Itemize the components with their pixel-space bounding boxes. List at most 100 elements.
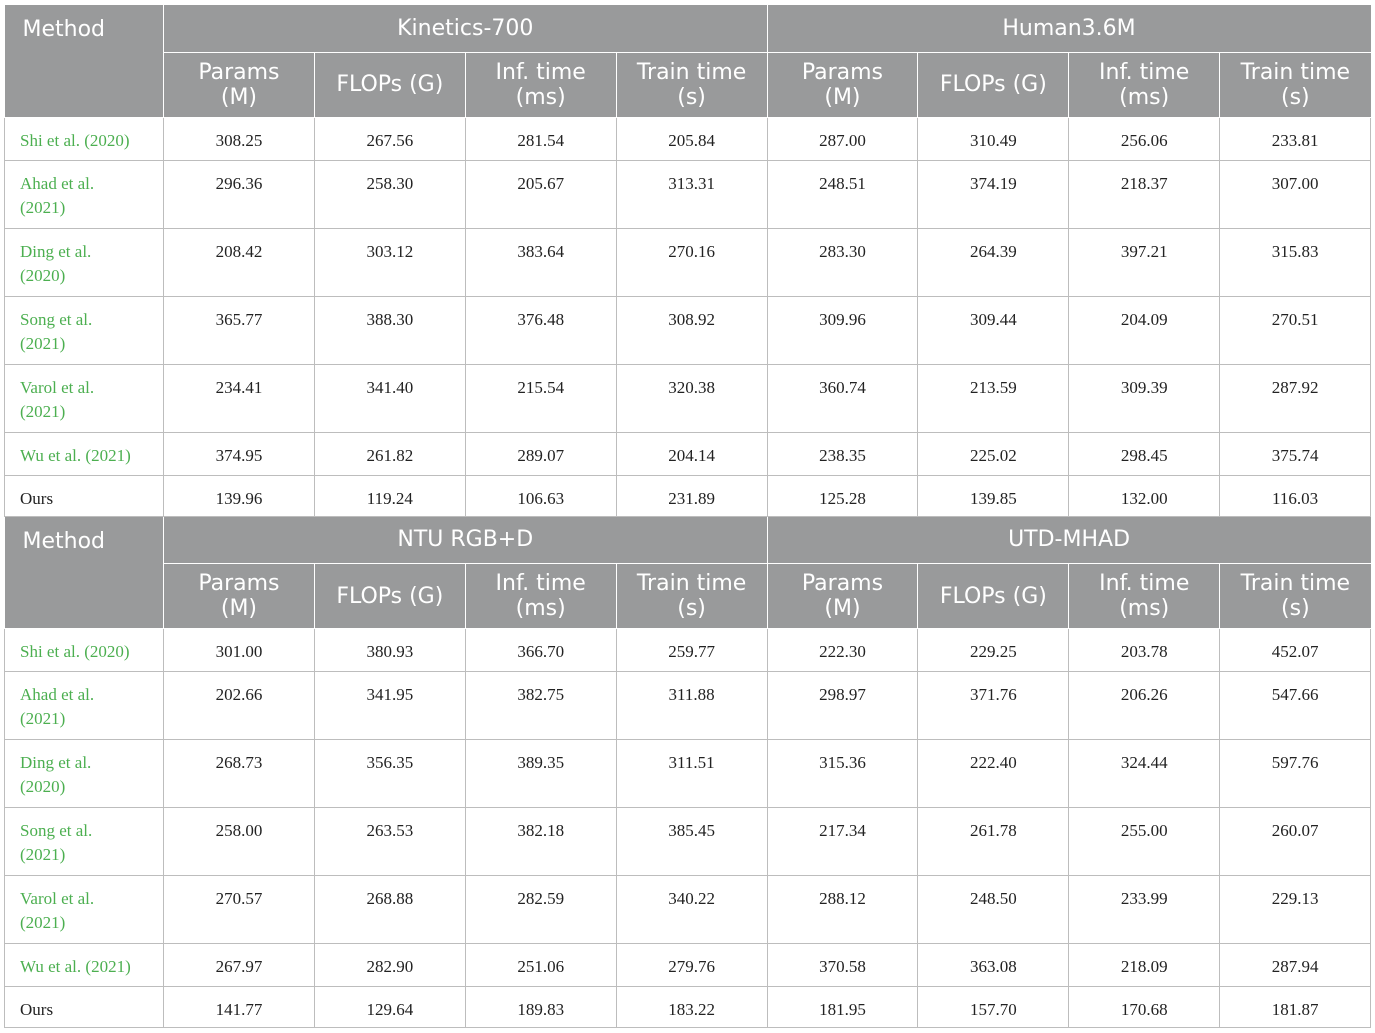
train-time-header: Train time (s) <box>616 52 768 118</box>
value-cell: 320.38 <box>615 363 768 433</box>
value-cell: 231.89 <box>615 474 768 517</box>
table-row: Ahad et al. (2021) 296.36 258.30 205.67 313.3… <box>4 159 1371 229</box>
value-cell: 309.44 <box>917 295 1070 365</box>
value-cell: 452.07 <box>1219 628 1372 672</box>
value-cell: 341.40 <box>313 363 466 433</box>
value-cell: 248.50 <box>917 875 1070 944</box>
value-cell: 324.44 <box>1068 739 1221 808</box>
value-cell: 258.30 <box>313 159 466 229</box>
table-row: Song et al. (2021) 258.00 263.53 382.18 385.4… <box>4 807 1372 876</box>
inf-time-header-line: Inf. time <box>1099 59 1190 85</box>
value-cell: 313.31 <box>615 159 768 229</box>
value-cell: 268.73 <box>163 739 315 808</box>
inf-time-header-line: Inf. time <box>495 571 586 596</box>
method-name-line: Wu et al. (2021) <box>20 445 131 465</box>
citation-link[interactable]: Ahad et al. (2021) <box>4 671 164 740</box>
citation-link[interactable]: Ding et al. (2020) <box>4 227 164 297</box>
train-time-header: Train time (s) <box>1219 52 1371 118</box>
params-header-line: (M) <box>824 84 861 110</box>
train-time-header-line: (s) <box>1281 596 1310 621</box>
citation-link[interactable]: Shi et al. (2020) <box>4 628 164 672</box>
value-cell: 233.99 <box>1068 875 1221 944</box>
citation-link[interactable]: Song et al. (2021) <box>4 295 164 365</box>
method-name: Ours <box>4 986 164 1028</box>
citation-link[interactable]: Varol et al. (2021) <box>4 875 164 944</box>
table-row: Shi et al. (2020) 301.00 380.93 366.70 259.7… <box>4 628 1372 672</box>
train-time-header-line: Train time <box>1240 59 1351 85</box>
value-cell: 205.67 <box>464 159 617 229</box>
inf-time-header: Inf. time (ms) <box>1068 52 1221 118</box>
value-cell: 298.45 <box>1068 431 1221 476</box>
citation-link[interactable]: Shi et al. (2020) <box>4 116 164 161</box>
value-cell: 363.08 <box>917 943 1070 987</box>
value-cell: 206.26 <box>1068 671 1221 740</box>
value-cell: 141.77 <box>163 986 315 1028</box>
value-cell: 283.30 <box>766 227 919 297</box>
citation-link[interactable]: Ding et al. (2020) <box>4 739 164 808</box>
value-cell: 222.30 <box>766 628 919 672</box>
params-header-line: Params <box>801 571 884 596</box>
flops-header-line: FLOPs (G) <box>939 583 1047 609</box>
results-table-1: Method Kinetics-700 Human3.6M Params (M) FLOP… <box>4 5 1371 517</box>
value-cell: 289.07 <box>464 431 617 476</box>
value-cell: 301.00 <box>163 628 315 672</box>
flops-header-line: FLOPs (G) <box>336 583 444 609</box>
params-header-line: Params <box>198 571 280 596</box>
train-time-header-line: (s) <box>677 84 706 110</box>
params-header: Params (M) <box>767 563 919 629</box>
value-cell: 255.00 <box>1068 807 1221 876</box>
value-cell: 389.35 <box>464 739 617 808</box>
citation-link[interactable]: Wu et al. (2021) <box>4 943 164 987</box>
train-time-header-line: Train time <box>1240 571 1351 596</box>
value-cell: 307.00 <box>1219 159 1371 229</box>
method-header: Method <box>4 516 164 629</box>
dataset-header: Human3.6M <box>767 5 1371 53</box>
value-cell: 309.39 <box>1068 363 1221 433</box>
value-cell: 597.76 <box>1219 739 1372 808</box>
table-row: Shi et al. (2020) 308.25 267.56 281.54 205.8… <box>4 116 1371 161</box>
inf-time-header-line: (ms) <box>1119 84 1170 110</box>
method-name-line: Ours <box>20 488 54 508</box>
value-cell: 264.39 <box>917 227 1070 297</box>
value-cell: 125.28 <box>766 474 919 517</box>
value-cell: 340.22 <box>615 875 768 944</box>
method-name-line: Ours <box>20 1000 54 1019</box>
value-cell: 222.40 <box>917 739 1070 808</box>
citation-link[interactable]: Ahad et al. (2021) <box>4 159 164 229</box>
value-cell: 360.74 <box>766 363 919 433</box>
value-cell: 267.97 <box>163 943 315 987</box>
table-row: Varol et al. (2021) 234.41 341.40 215.54 320.… <box>4 363 1371 433</box>
params-header: Params (M) <box>767 52 919 118</box>
value-cell: 315.36 <box>766 739 919 808</box>
method-name-line: (2021) <box>20 401 66 421</box>
value-cell: 106.63 <box>464 474 617 517</box>
method-name-line: Ding et al. <box>20 241 92 261</box>
value-cell: 281.54 <box>464 116 617 161</box>
inf-time-header-line: (ms) <box>1119 596 1170 621</box>
method-name-line: Varol et al. <box>20 377 95 397</box>
params-header-line: Params <box>801 59 884 85</box>
citation-link[interactable]: Song et al. (2021) <box>4 807 164 876</box>
inf-time-header: Inf. time (ms) <box>465 563 617 629</box>
table-row: Song et al. (2021) 365.77 388.30 376.48 308.9… <box>4 295 1371 365</box>
value-cell: 288.12 <box>766 875 919 944</box>
train-time-header-line: (s) <box>1280 84 1310 110</box>
method-name-line: (2020) <box>20 777 66 796</box>
table-row: Ahad et al. (2021) 202.66 341.95 382.75 311.8… <box>4 671 1372 740</box>
comparison-tables: Method Kinetics-700 Human3.6M Params (M) FLOP… <box>4 5 1372 1028</box>
value-cell: 263.53 <box>313 807 466 876</box>
value-cell: 388.30 <box>313 295 466 365</box>
value-cell: 268.88 <box>313 875 466 944</box>
results-table-2: Method NTU RGB+D UTD-MHAD Params (M) FLOPs (G… <box>4 516 1372 1028</box>
citation-link[interactable]: Varol et al. (2021) <box>4 363 164 433</box>
params-header-line: (M) <box>824 596 861 621</box>
value-cell: 157.70 <box>917 986 1070 1028</box>
table-row: Ding et al. (2020) 268.73 356.35 389.35 311.5… <box>4 739 1372 808</box>
value-cell: 217.34 <box>766 807 919 876</box>
value-cell: 256.06 <box>1068 116 1221 161</box>
citation-link[interactable]: Wu et al. (2021) <box>4 431 164 476</box>
inf-time-header-line: (ms) <box>515 84 566 110</box>
table-row: Ding et al. (2020) 208.42 303.12 383.64 270.1… <box>4 227 1371 297</box>
value-cell: 183.22 <box>615 986 768 1028</box>
value-cell: 229.13 <box>1219 875 1372 944</box>
